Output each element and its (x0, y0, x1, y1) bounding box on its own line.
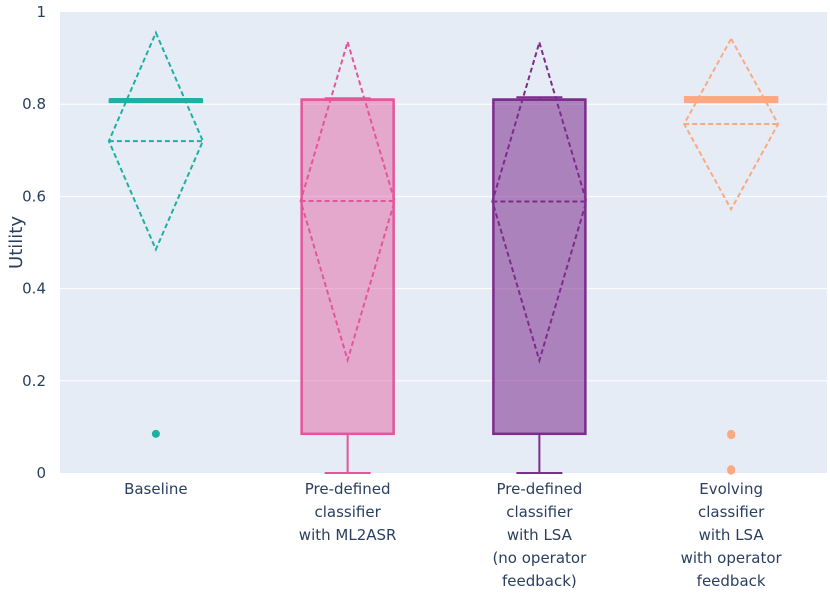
y-tick-label: 0 (36, 464, 46, 482)
mean-sd-diamond (299, 38, 396, 364)
x-category-label: classifier (315, 503, 382, 521)
x-category-label: feedback (697, 572, 766, 590)
x-category-label: Evolving (699, 480, 763, 498)
box-trace[interactable] (682, 36, 780, 475)
x-category-label: with operator (681, 549, 783, 567)
x-axis-category-labels: Baseline Pre-defined classifier with ML2ASR… (124, 480, 782, 590)
outlier-point[interactable] (727, 466, 736, 475)
grid-lines (60, 103, 827, 382)
x-category-label: feedback) (502, 572, 577, 590)
plot-area (60, 12, 827, 473)
x-category-label: with LSA (507, 526, 573, 544)
box-series (107, 30, 780, 475)
mean-sd-diamond (491, 38, 588, 365)
outlier-point[interactable] (727, 431, 736, 440)
box-trace[interactable] (491, 38, 588, 474)
y-axis-ticks: 0 0.2 0.4 0.6 0.8 1 (22, 3, 46, 482)
box-trace[interactable] (299, 38, 396, 474)
x-category-label: Pre-defined (497, 480, 583, 498)
x-category-label: with LSA (699, 526, 765, 544)
x-category-label: (no operator (492, 549, 587, 567)
y-tick-label: 0.6 (22, 187, 46, 205)
x-category-label: with ML2ASR (299, 526, 397, 544)
mean-sd-diamond (682, 36, 780, 212)
y-tick-label: 0.2 (22, 372, 46, 390)
mean-sd-diamond (107, 30, 204, 252)
y-tick-label: 0.4 (22, 280, 46, 298)
y-tick-label: 0.8 (22, 95, 46, 113)
box-trace[interactable] (107, 30, 204, 438)
outlier-point[interactable] (151, 429, 160, 438)
x-category-label: classifier (698, 503, 765, 521)
x-category-label: classifier (506, 503, 573, 521)
x-category-label: Pre-defined (305, 480, 391, 498)
y-tick-label: 1 (36, 3, 46, 21)
y-axis-title: Utility (6, 216, 27, 269)
x-category-label: Baseline (124, 480, 188, 498)
